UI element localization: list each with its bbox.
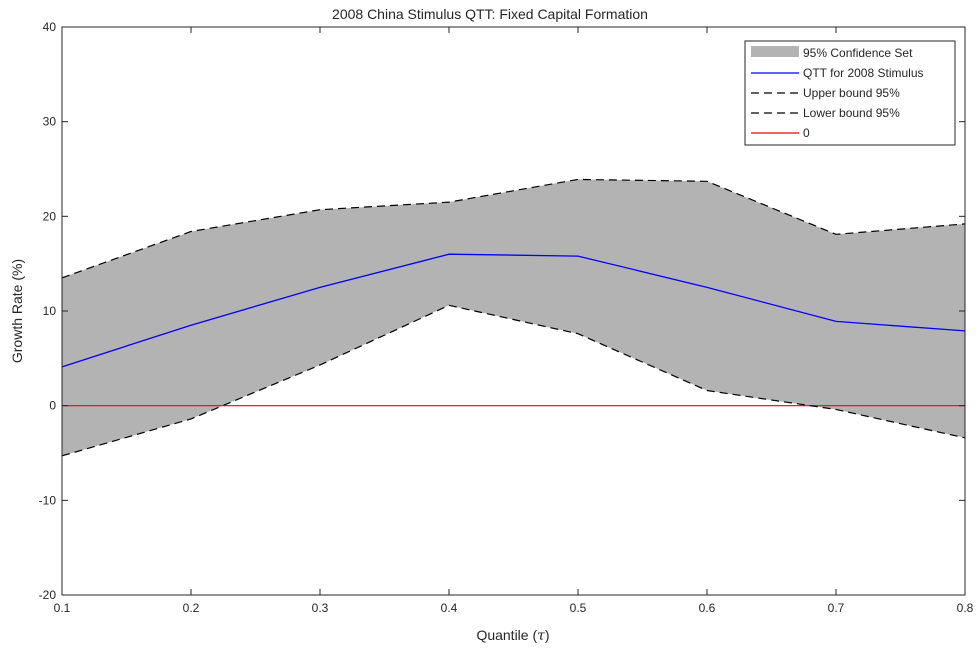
legend-swatch-band [751, 46, 799, 57]
x-tick-label: 0.4 [441, 601, 458, 615]
x-tick-label: 0.2 [183, 601, 200, 615]
x-axis: 0.1 0.2 0.3 0.4 0.5 0.6 0.7 0.8 [54, 27, 974, 615]
chart-title: 2008 China Stimulus QTT: Fixed Capital F… [332, 6, 648, 22]
x-axis-label: Quantile (τ) [476, 627, 549, 644]
y-axis-label: Growth Rate (%) [9, 259, 25, 363]
y-tick-label: 40 [43, 20, 57, 34]
confidence-band [62, 179, 965, 456]
x-tick-label: 0.3 [312, 601, 329, 615]
lower-bound-line [61, 304, 966, 457]
y-tick-label: -20 [39, 588, 57, 602]
y-tick-label: 20 [43, 209, 57, 223]
x-tick-label: 0.1 [54, 601, 71, 615]
legend-label-qtt: QTT for 2008 Stimulus [803, 66, 924, 80]
x-tick-label: 0.8 [957, 601, 974, 615]
y-axis: -20 -10 0 10 20 30 40 [39, 20, 965, 602]
legend: 95% Confidence Set QTT for 2008 Stimulus… [744, 40, 956, 146]
x-tick-label: 0.6 [699, 601, 716, 615]
upper-bound-line [61, 178, 966, 279]
x-tick-label: 0.7 [828, 601, 845, 615]
y-tick-label: 0 [49, 399, 56, 413]
legend-label-lower: Lower bound 95% [803, 106, 900, 120]
x-tick-label: 0.5 [570, 601, 587, 615]
y-tick-label: -10 [39, 493, 57, 507]
legend-label-zero: 0 [803, 126, 810, 140]
legend-label-upper: Upper bound 95% [803, 86, 900, 100]
legend-label-band: 95% Confidence Set [803, 46, 913, 60]
qtt-line [61, 253, 966, 368]
tau-symbol: τ [537, 628, 545, 644]
y-tick-label: 30 [43, 115, 57, 129]
y-tick-label: 10 [43, 304, 57, 318]
